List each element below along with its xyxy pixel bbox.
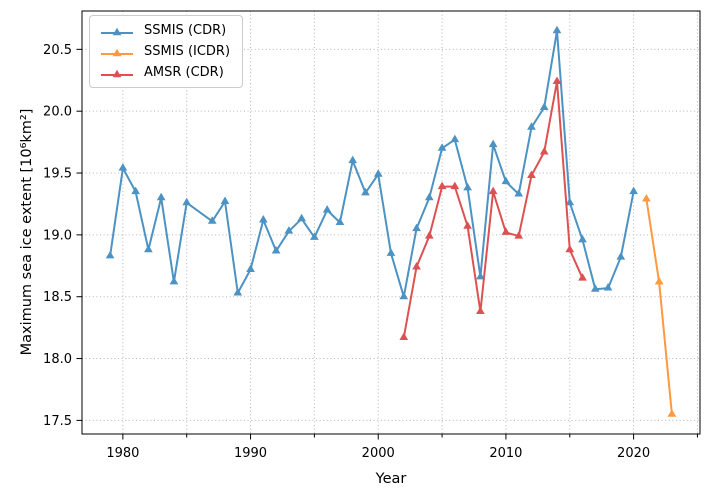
series-ssmis-cdr-marker bbox=[450, 134, 460, 143]
series-ssmis-cdr-marker bbox=[629, 186, 638, 195]
series-ssmis-icdr-marker bbox=[654, 276, 664, 285]
series-amsr-cdr-marker bbox=[527, 170, 536, 178]
legend: SSMIS (CDR) SSMIS (ICDR) AMSR (CDR) bbox=[89, 15, 244, 88]
series-ssmis-cdr-marker bbox=[246, 264, 255, 272]
series-amsr-cdr-marker bbox=[565, 244, 575, 253]
series-ssmis-cdr-marker bbox=[590, 284, 600, 292]
series-ssmis-cdr-marker bbox=[207, 216, 217, 224]
series-ssmis-cdr-marker bbox=[578, 234, 587, 243]
x-tick-label: 1980 bbox=[106, 446, 139, 461]
y-tick-label: 19.0 bbox=[43, 228, 72, 243]
series-amsr-cdr-marker bbox=[501, 227, 511, 235]
series-amsr-cdr-marker bbox=[437, 181, 447, 190]
series-ssmis-cdr-marker bbox=[118, 163, 128, 171]
series-ssmis-cdr-marker bbox=[322, 205, 332, 213]
legend-item-ssmis-cdr: SSMIS (CDR) bbox=[100, 23, 230, 38]
series-amsr-cdr-marker bbox=[399, 332, 409, 341]
series-ssmis-cdr-marker bbox=[399, 291, 409, 300]
series-ssmis-cdr-marker bbox=[169, 276, 179, 285]
x-tick-label: 2000 bbox=[362, 446, 395, 461]
series-ssmis-cdr-marker bbox=[284, 226, 294, 234]
series-ssmis-cdr-marker bbox=[131, 186, 140, 195]
series-ssmis-icdr-marker bbox=[667, 409, 677, 417]
y-tick-label: 17.5 bbox=[43, 414, 72, 429]
series-ssmis-cdr-marker bbox=[220, 196, 230, 204]
line-triangle-marker-icon bbox=[100, 45, 134, 59]
series-ssmis-cdr-marker bbox=[527, 122, 536, 130]
y-tick-label: 19.5 bbox=[43, 167, 72, 182]
series-ssmis-cdr-marker bbox=[105, 250, 115, 259]
series-ssmis-cdr-marker bbox=[476, 271, 485, 280]
series-ssmis-cdr-marker bbox=[297, 213, 306, 222]
series-ssmis-cdr-marker bbox=[182, 197, 192, 206]
legend-label: SSMIS (ICDR) bbox=[144, 44, 231, 59]
series-amsr-cdr-marker bbox=[424, 231, 434, 239]
y-tick-label: 20.5 bbox=[43, 43, 72, 58]
series-ssmis-icdr-line bbox=[645, 198, 673, 416]
series-amsr-cdr-marker bbox=[578, 273, 587, 281]
series-ssmis-cdr-marker bbox=[144, 244, 153, 253]
series-ssmis-cdr-marker bbox=[233, 288, 243, 296]
series-ssmis-cdr-marker bbox=[258, 215, 268, 223]
series-ssmis-cdr-marker bbox=[373, 169, 383, 177]
series-ssmis-cdr-marker bbox=[463, 182, 472, 191]
legend-item-ssmis-icdr: SSMIS (ICDR) bbox=[100, 44, 230, 59]
series-ssmis-cdr-marker bbox=[156, 192, 166, 201]
series-ssmis-cdr-marker bbox=[539, 102, 549, 110]
plot-border bbox=[81, 10, 701, 435]
series-amsr-cdr-marker bbox=[450, 181, 460, 190]
series-ssmis-cdr-marker bbox=[514, 189, 524, 197]
series-ssmis-cdr-marker bbox=[424, 192, 434, 201]
series-ssmis-cdr-marker bbox=[335, 217, 345, 225]
x-tick-label: 1990 bbox=[234, 446, 267, 461]
y-tick-label: 20.0 bbox=[43, 105, 72, 120]
line-triangle-marker-icon bbox=[100, 24, 134, 38]
series-ssmis-cdr-marker bbox=[412, 223, 421, 232]
series-ssmis-cdr-marker bbox=[310, 232, 319, 240]
series-amsr-cdr-marker bbox=[463, 221, 472, 229]
series-ssmis-cdr-marker bbox=[552, 25, 562, 34]
series-amsr-cdr-marker bbox=[514, 231, 524, 239]
series-ssmis-cdr-marker bbox=[616, 252, 626, 260]
x-tick-label: 2020 bbox=[617, 446, 650, 461]
legend-label: AMSR (CDR) bbox=[144, 65, 224, 80]
series-amsr-cdr-marker bbox=[476, 306, 485, 315]
series-ssmis-cdr-marker bbox=[348, 155, 358, 164]
series-amsr-cdr-marker bbox=[412, 262, 421, 270]
series-ssmis-icdr-marker bbox=[642, 194, 651, 202]
series-ssmis-cdr-marker bbox=[386, 248, 396, 256]
x-tick-label: 2010 bbox=[489, 446, 522, 461]
y-axis-label: Maximum sea ice extent [10⁶km²] bbox=[19, 108, 35, 356]
line-triangle-marker-icon bbox=[100, 66, 134, 80]
series-amsr-cdr-marker bbox=[539, 147, 549, 155]
y-tick-label: 18.5 bbox=[43, 290, 72, 305]
series-ssmis-cdr-marker bbox=[488, 139, 498, 148]
series-ssmis-cdr-marker bbox=[603, 283, 613, 291]
series-ssmis-cdr-marker bbox=[271, 245, 281, 254]
y-tick-label: 18.0 bbox=[43, 352, 72, 367]
series-amsr-cdr-marker bbox=[488, 186, 498, 195]
series-ssmis-cdr-marker bbox=[501, 176, 511, 185]
series-ssmis-cdr-marker bbox=[361, 187, 370, 196]
series-amsr-cdr-marker bbox=[552, 76, 562, 84]
x-axis-label: Year bbox=[375, 471, 407, 487]
series-ssmis-cdr-marker bbox=[437, 143, 447, 151]
legend-label: SSMIS (CDR) bbox=[144, 23, 227, 38]
series-amsr-cdr-line bbox=[402, 80, 584, 339]
legend-item-amsr-cdr: AMSR (CDR) bbox=[100, 65, 230, 80]
series-ssmis-cdr-marker bbox=[565, 197, 575, 206]
